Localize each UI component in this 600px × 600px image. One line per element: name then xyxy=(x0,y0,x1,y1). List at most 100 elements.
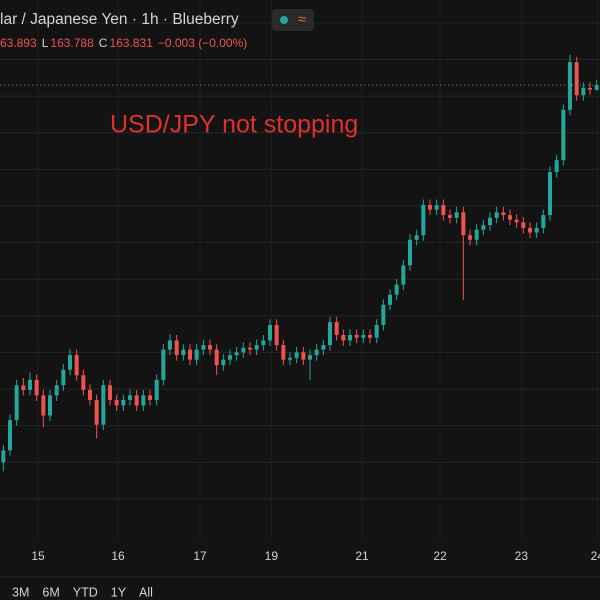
x-tick-label: 22 xyxy=(433,549,447,563)
candles xyxy=(0,54,600,472)
x-tick-label: 23 xyxy=(515,549,529,563)
candle-body xyxy=(81,375,86,390)
candle-body xyxy=(301,352,306,360)
candle-body xyxy=(421,205,426,236)
candle-body xyxy=(534,227,539,233)
candle-body xyxy=(154,379,159,400)
candle-body xyxy=(208,345,212,350)
candle-body xyxy=(541,215,546,228)
range-button[interactable]: 3M xyxy=(12,585,29,599)
candle-body xyxy=(468,235,472,240)
candle-body xyxy=(161,349,166,380)
candle-body xyxy=(241,347,246,353)
candle-body xyxy=(494,212,499,218)
candle-body xyxy=(94,399,99,425)
candle-body xyxy=(314,349,319,356)
candle-body xyxy=(408,239,412,266)
candle-body xyxy=(254,345,259,350)
x-tick-label: 19 xyxy=(265,549,279,563)
candle-body xyxy=(454,212,459,218)
range-buttons: 3M 6M YTD 1Y All xyxy=(0,576,600,599)
candle-body xyxy=(488,217,492,226)
candle-body xyxy=(594,85,599,90)
x-tick-label: 16 xyxy=(111,549,125,563)
badge-icon: ≈ xyxy=(298,11,306,28)
ohlc-label: L xyxy=(42,36,49,50)
candle-body xyxy=(281,345,286,360)
ohlc-value: 163.788 xyxy=(50,36,94,50)
candle-body xyxy=(34,379,39,396)
candle-body xyxy=(461,212,466,236)
ohlc-label: C xyxy=(99,36,108,50)
candle-body xyxy=(8,420,12,451)
candle-body xyxy=(448,215,452,218)
candle-body xyxy=(428,205,432,210)
candle-body xyxy=(308,355,312,360)
candle-body xyxy=(61,369,66,386)
candle-body xyxy=(28,379,32,390)
candle-body xyxy=(41,395,46,416)
candle-body xyxy=(481,225,486,230)
candle-body xyxy=(168,340,172,350)
candle-body xyxy=(181,349,186,356)
candle-body xyxy=(1,450,6,463)
x-axis: 15 16 17 19 21 22 23 24 xyxy=(31,549,600,563)
candle-body xyxy=(334,322,339,335)
candle-body xyxy=(234,352,239,356)
candle-body xyxy=(354,334,359,338)
annotation: USD/JPY not stopping xyxy=(110,111,358,139)
candle-body xyxy=(54,385,59,396)
status-badge[interactable] xyxy=(272,9,314,31)
candle-body xyxy=(114,399,119,406)
candle-body xyxy=(474,229,479,240)
candle-body xyxy=(568,62,572,110)
candle-body xyxy=(561,109,566,161)
x-tick-label: 21 xyxy=(355,549,369,563)
candle-body xyxy=(321,345,326,350)
candle-body xyxy=(214,349,219,366)
candle-body xyxy=(294,352,299,358)
range-button[interactable]: YTD xyxy=(73,585,98,599)
candle-body xyxy=(394,284,399,295)
candle-body xyxy=(588,87,592,90)
candle-body xyxy=(134,395,139,406)
x-tick-label: 17 xyxy=(193,549,207,563)
candle-body xyxy=(581,87,586,96)
candle-body xyxy=(228,355,232,360)
candle-body xyxy=(88,389,92,400)
candle-body xyxy=(141,395,146,406)
candle-body xyxy=(201,345,206,350)
candle-body xyxy=(501,212,506,216)
candle-body xyxy=(248,347,252,350)
candle-body xyxy=(434,205,439,210)
status-dot xyxy=(280,16,288,24)
candle-body xyxy=(381,304,386,325)
ohlc-value: 63.893 xyxy=(0,36,37,50)
candle-body xyxy=(441,205,446,216)
candle-body xyxy=(548,172,552,216)
candle-body xyxy=(268,324,272,341)
candle-body xyxy=(554,160,559,173)
candle-body xyxy=(361,334,366,338)
candle-body xyxy=(74,355,79,376)
candle-body xyxy=(368,334,372,338)
candle-body xyxy=(148,395,152,400)
candle-body xyxy=(401,265,406,285)
candle-body xyxy=(348,334,352,341)
range-button[interactable]: 6M xyxy=(42,585,59,599)
candle-body xyxy=(68,355,72,370)
range-button[interactable]: All xyxy=(139,585,153,599)
ohlc-legend: 63.893 L 163.788 C 163.831 −0.003 (−0.00%) xyxy=(0,36,247,50)
candle-body xyxy=(108,385,112,400)
x-tick-label: 15 xyxy=(31,549,45,563)
candle-body xyxy=(374,324,379,338)
candle-body xyxy=(121,399,126,406)
candle-body xyxy=(514,219,519,223)
x-tick-label: 24 xyxy=(591,549,600,563)
candle-body xyxy=(261,340,266,346)
candle-body xyxy=(221,359,226,366)
range-button[interactable]: 1Y xyxy=(111,585,127,599)
